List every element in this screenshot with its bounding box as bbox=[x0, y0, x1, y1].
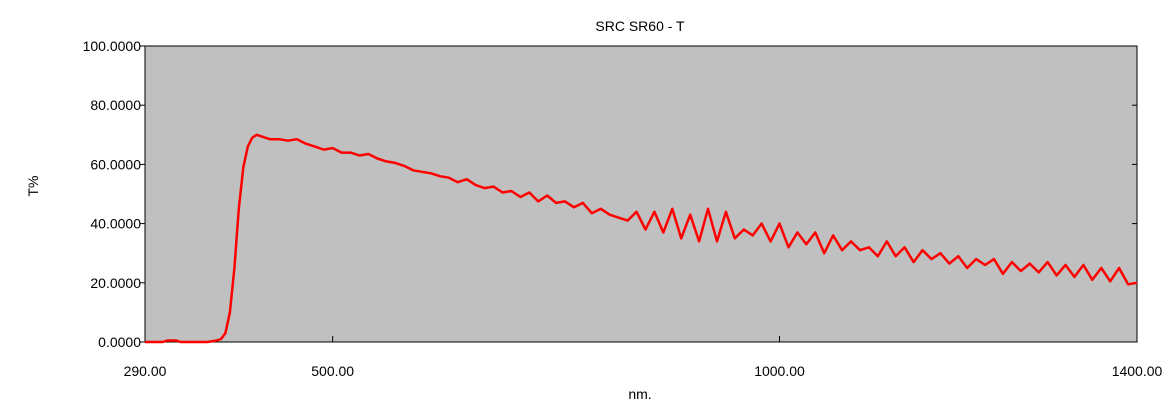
x-tick-label: 290.00 bbox=[124, 363, 167, 379]
y-tick-label: 40.0000 bbox=[90, 216, 141, 232]
x-axis: 290.00 500.00 1000.00 1400.00 bbox=[124, 336, 1163, 379]
chart-title: SRC SR60 - T bbox=[595, 18, 685, 34]
y-axis-label: T% bbox=[25, 176, 41, 197]
y-tick-label: 20.0000 bbox=[90, 275, 141, 291]
x-tick-label: 1000.00 bbox=[754, 363, 805, 379]
plot-area bbox=[144, 45, 1138, 343]
x-tick-label: 500.00 bbox=[311, 363, 354, 379]
y-tick-label: 0.0000 bbox=[98, 334, 141, 350]
y-tick-label: 60.0000 bbox=[90, 156, 141, 172]
x-axis-label: nm. bbox=[628, 386, 651, 402]
transmission-series-line bbox=[145, 133, 1138, 344]
y-tick-label: 80.0000 bbox=[90, 97, 141, 113]
x-tick-label: 1400.00 bbox=[1112, 363, 1163, 379]
y-tick-label: 100.0000 bbox=[83, 38, 142, 54]
y-axis: 0.0000 20.0000 40.0000 60.0000 80.0000 100.00… bbox=[83, 38, 1137, 350]
